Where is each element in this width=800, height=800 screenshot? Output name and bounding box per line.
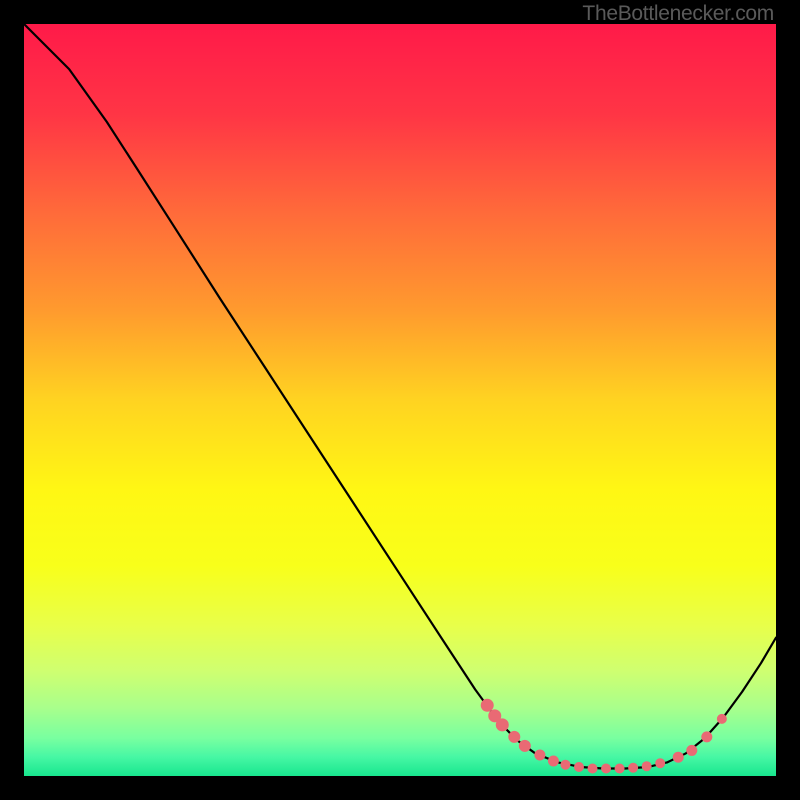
curve-marker: [509, 731, 520, 742]
curve-marker: [574, 762, 583, 771]
curve-marker: [519, 740, 530, 751]
bottleneck-curve-chart: [24, 24, 776, 776]
curve-marker: [602, 764, 611, 773]
curve-marker: [673, 752, 683, 762]
curve-marker: [687, 745, 697, 755]
curve-marker: [656, 759, 665, 768]
curve-marker: [629, 763, 638, 772]
curve-marker: [642, 762, 651, 771]
curve-marker: [717, 714, 726, 723]
curve-marker: [535, 750, 545, 760]
gradient-background: [24, 24, 776, 776]
curve-marker: [702, 732, 712, 742]
curve-marker: [561, 760, 570, 769]
curve-marker: [496, 719, 508, 731]
curve-marker: [481, 699, 493, 711]
plot-area: [24, 24, 776, 776]
curve-marker: [548, 756, 558, 766]
curve-marker: [588, 764, 597, 773]
watermark-text: TheBottlenecker.com: [582, 2, 774, 26]
chart-container: TheBottlenecker.com: [0, 0, 800, 800]
curve-marker: [615, 764, 624, 773]
